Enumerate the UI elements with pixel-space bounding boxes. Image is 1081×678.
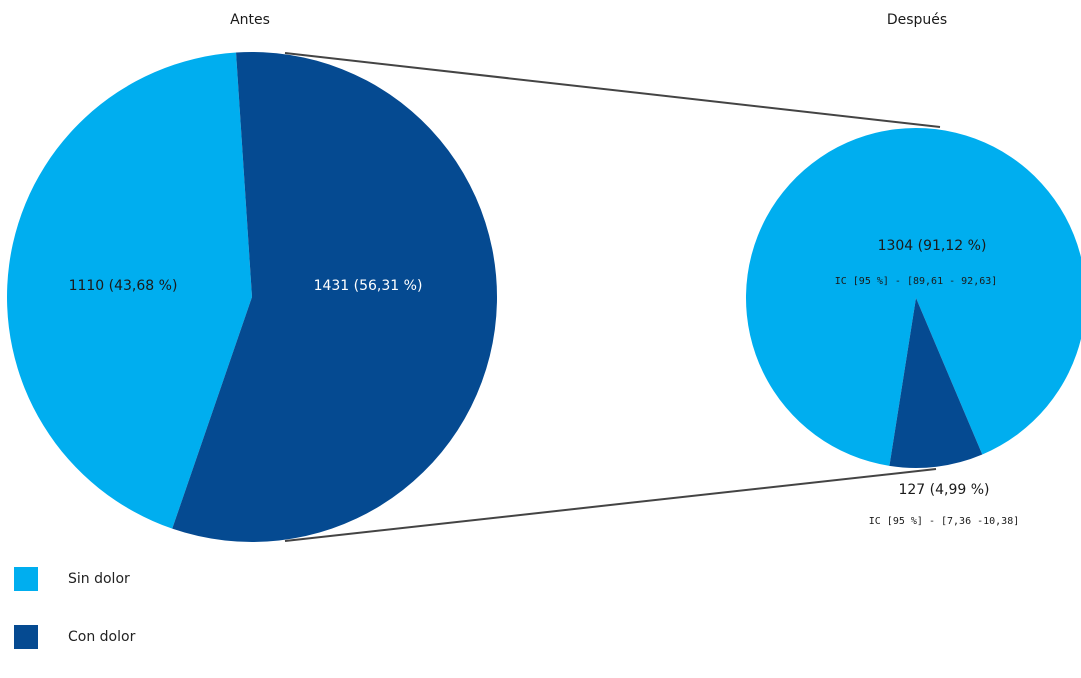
pie-antes (7, 51, 498, 542)
ci-label-despues-sin-dolor: IC [95 %] - [89,61 - 92,63] (835, 276, 998, 287)
legend-label-con-dolor: Con dolor (68, 629, 136, 645)
despues-slice-con-dolor (889, 298, 983, 469)
connector-line-top (284, 52, 941, 128)
chart-title-despues: Después (887, 12, 947, 28)
chart-title-antes: Antes (230, 12, 270, 28)
legend-label-sin-dolor: Sin dolor (68, 571, 130, 587)
antes-slice-sin-dolor (7, 52, 253, 529)
despues-slice-sin-dolor (746, 128, 1081, 466)
data-label-antes-sin-dolor: 1110 (43,68 %) (69, 278, 178, 294)
connector-lines (284, 52, 941, 542)
antes-slice-con-dolor (172, 51, 498, 542)
legend: Sin dolor Con dolor (14, 562, 274, 678)
pie-despues (746, 128, 1081, 469)
legend-item-sin-dolor: Sin dolor (14, 562, 274, 596)
legend-swatch-con-dolor (14, 625, 38, 649)
data-label-antes-con-dolor: 1431 (56,31 %) (314, 278, 423, 294)
ci-label-despues-con-dolor: IC [95 %] - [7,36 -10,38] (869, 516, 1020, 527)
pie-comparison-chart: Antes Después 1110 (43,68 %) 1431 (56,31… (7, 12, 1081, 542)
data-label-despues-con-dolor: 127 (4,99 %) (898, 482, 989, 498)
data-label-despues-sin-dolor: 1304 (91,12 %) (878, 238, 987, 254)
legend-swatch-sin-dolor (14, 567, 38, 591)
legend-item-con-dolor: Con dolor (14, 620, 274, 654)
connector-line-bottom (284, 468, 937, 542)
